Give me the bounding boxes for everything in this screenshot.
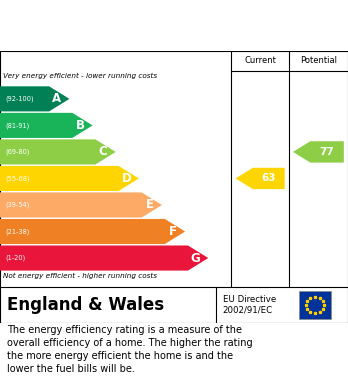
Text: EU Directive: EU Directive bbox=[223, 295, 276, 304]
Polygon shape bbox=[0, 219, 185, 244]
Text: (21-38): (21-38) bbox=[5, 228, 30, 235]
Text: F: F bbox=[168, 225, 176, 238]
Text: Very energy efficient - lower running costs: Very energy efficient - lower running co… bbox=[3, 73, 158, 79]
Text: (92-100): (92-100) bbox=[5, 96, 34, 102]
Text: 63: 63 bbox=[261, 174, 276, 183]
Text: The energy efficiency rating is a measure of the
overall efficiency of a home. T: The energy efficiency rating is a measur… bbox=[7, 325, 253, 374]
Text: (69-80): (69-80) bbox=[5, 149, 30, 155]
Text: B: B bbox=[76, 119, 85, 132]
Text: Energy Efficiency Rating: Energy Efficiency Rating bbox=[10, 18, 232, 33]
Bar bbox=[299, 291, 331, 319]
Polygon shape bbox=[236, 168, 285, 189]
Text: Current: Current bbox=[244, 56, 276, 65]
Text: England & Wales: England & Wales bbox=[7, 296, 164, 314]
Text: C: C bbox=[99, 145, 108, 158]
Polygon shape bbox=[0, 86, 70, 111]
Polygon shape bbox=[293, 141, 344, 163]
Polygon shape bbox=[0, 139, 116, 165]
Text: (1-20): (1-20) bbox=[5, 255, 25, 261]
Text: Not energy efficient - higher running costs: Not energy efficient - higher running co… bbox=[3, 273, 158, 279]
Text: (55-68): (55-68) bbox=[5, 175, 30, 182]
Polygon shape bbox=[0, 166, 139, 191]
Text: (81-91): (81-91) bbox=[5, 122, 30, 129]
Text: (39-54): (39-54) bbox=[5, 202, 30, 208]
Text: D: D bbox=[121, 172, 131, 185]
Text: A: A bbox=[52, 92, 61, 105]
Text: 2002/91/EC: 2002/91/EC bbox=[223, 306, 273, 315]
Polygon shape bbox=[0, 192, 162, 217]
Text: Potential: Potential bbox=[300, 56, 337, 65]
Polygon shape bbox=[0, 113, 93, 138]
Text: E: E bbox=[145, 199, 153, 212]
Text: 77: 77 bbox=[320, 147, 334, 157]
Polygon shape bbox=[0, 246, 208, 271]
Text: G: G bbox=[191, 251, 200, 265]
